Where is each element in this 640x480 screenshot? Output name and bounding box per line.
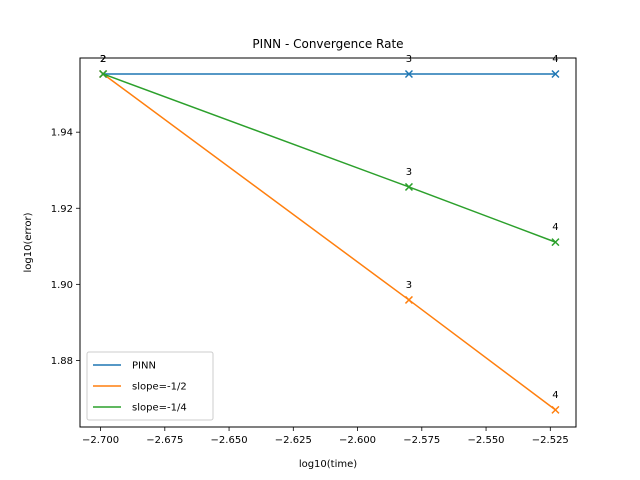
legend: PINN slope=-1/2 slope=-1/4 — [86, 351, 214, 421]
y-tick-label: 1.92 — [51, 204, 73, 215]
y-tick-label: 1.88 — [51, 356, 73, 367]
data-point-label: 4 — [552, 54, 558, 65]
legend-label: slope=-1/2 — [132, 382, 187, 393]
y-axis: 1.88 1.90 1.92 1.94 — [51, 128, 80, 367]
legend-box — [86, 351, 214, 421]
x-axis-label: log10(time) — [299, 459, 357, 470]
legend-label: slope=-1/4 — [132, 403, 187, 414]
data-point-marker — [551, 405, 560, 414]
x-tick-label: −2.700 — [82, 435, 119, 446]
plot-frame — [79, 57, 577, 428]
x-tick-label: −2.650 — [211, 435, 248, 446]
data-point-label: 2 — [100, 54, 106, 65]
data-point-marker — [404, 295, 413, 304]
x-tick-label: −2.625 — [275, 435, 312, 446]
y-tick-label: 1.90 — [51, 280, 73, 291]
series-line-slope-1-4 — [102, 73, 556, 243]
data-point-label: 4 — [552, 222, 558, 233]
x-tick-label: −2.600 — [339, 435, 376, 446]
data-point-marker — [404, 69, 413, 79]
legend-label: PINN — [132, 361, 156, 372]
y-tick-label: 1.94 — [51, 128, 73, 139]
data-point-label: 3 — [406, 54, 412, 65]
data-point-label: 4 — [552, 390, 558, 401]
data-point-label: 3 — [406, 167, 412, 178]
data-point-marker — [551, 69, 560, 79]
chart-title: PINN - Convergence Rate — [252, 37, 403, 51]
y-axis-label: log10(error) — [23, 212, 34, 272]
data-point-marker — [404, 182, 413, 191]
data-point-label: 3 — [406, 280, 412, 291]
data-point-marker — [551, 238, 560, 247]
data-point-marker — [99, 69, 108, 79]
data-point-label: 2 — [100, 54, 106, 65]
x-tick-label: −2.675 — [146, 435, 183, 446]
x-axis: −2.700 −2.675 −2.650 −2.625 −2.600 −2.575 −2.5… — [82, 427, 569, 446]
data-point-label: 2 — [100, 54, 106, 65]
x-tick-label: −2.575 — [403, 435, 440, 446]
x-tick-label: −2.550 — [468, 435, 505, 446]
x-tick-label: −2.525 — [532, 435, 569, 446]
